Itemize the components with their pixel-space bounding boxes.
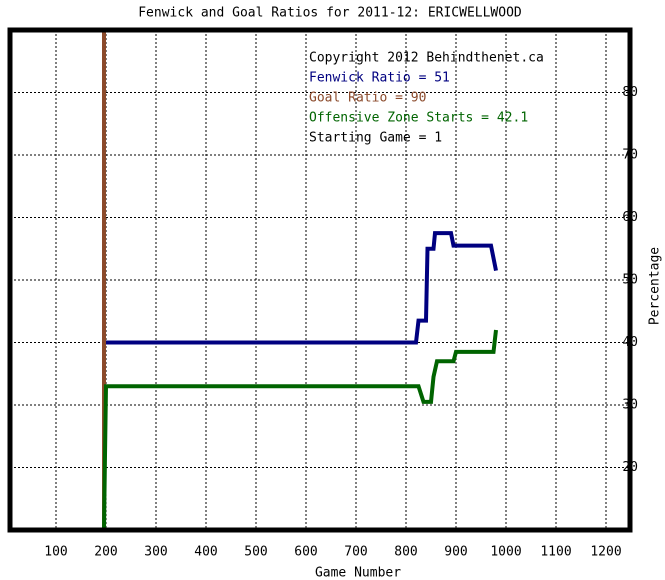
x-tick-label: 500 [244, 545, 267, 560]
annotation: Offensive Zone Starts = 42.1 [309, 111, 528, 126]
series-line [106, 231, 498, 345]
x-tick-label: 800 [394, 545, 417, 560]
series-line [102, 329, 498, 530]
annotation: Fenwick Ratio = 51 [309, 71, 450, 86]
x-axis-label: Game Number [315, 566, 401, 580]
x-tick-label: 1000 [490, 545, 521, 560]
plot-border [7, 27, 633, 533]
x-tick-label: 600 [294, 545, 317, 560]
x-tick-label: 300 [144, 545, 167, 560]
x-tick-label: 700 [344, 545, 367, 560]
chart-title: Fenwick and Goal Ratios for 2011-12: ERI… [138, 6, 522, 21]
annotation: Starting Game = 1 [309, 131, 442, 146]
x-tick-label: 400 [194, 545, 217, 560]
x-tick-label: 200 [94, 545, 117, 560]
x-tick-label: 100 [44, 545, 67, 560]
annotation: Goal Ratio = 90 [309, 91, 426, 106]
x-tick-label: 1200 [590, 545, 621, 560]
y-axis-label: Percentage [648, 247, 663, 325]
x-tick-label: 900 [444, 545, 467, 560]
x-tick-label: 1100 [540, 545, 571, 560]
annotation: Copyright 2012 Behindthenet.ca [309, 51, 544, 66]
